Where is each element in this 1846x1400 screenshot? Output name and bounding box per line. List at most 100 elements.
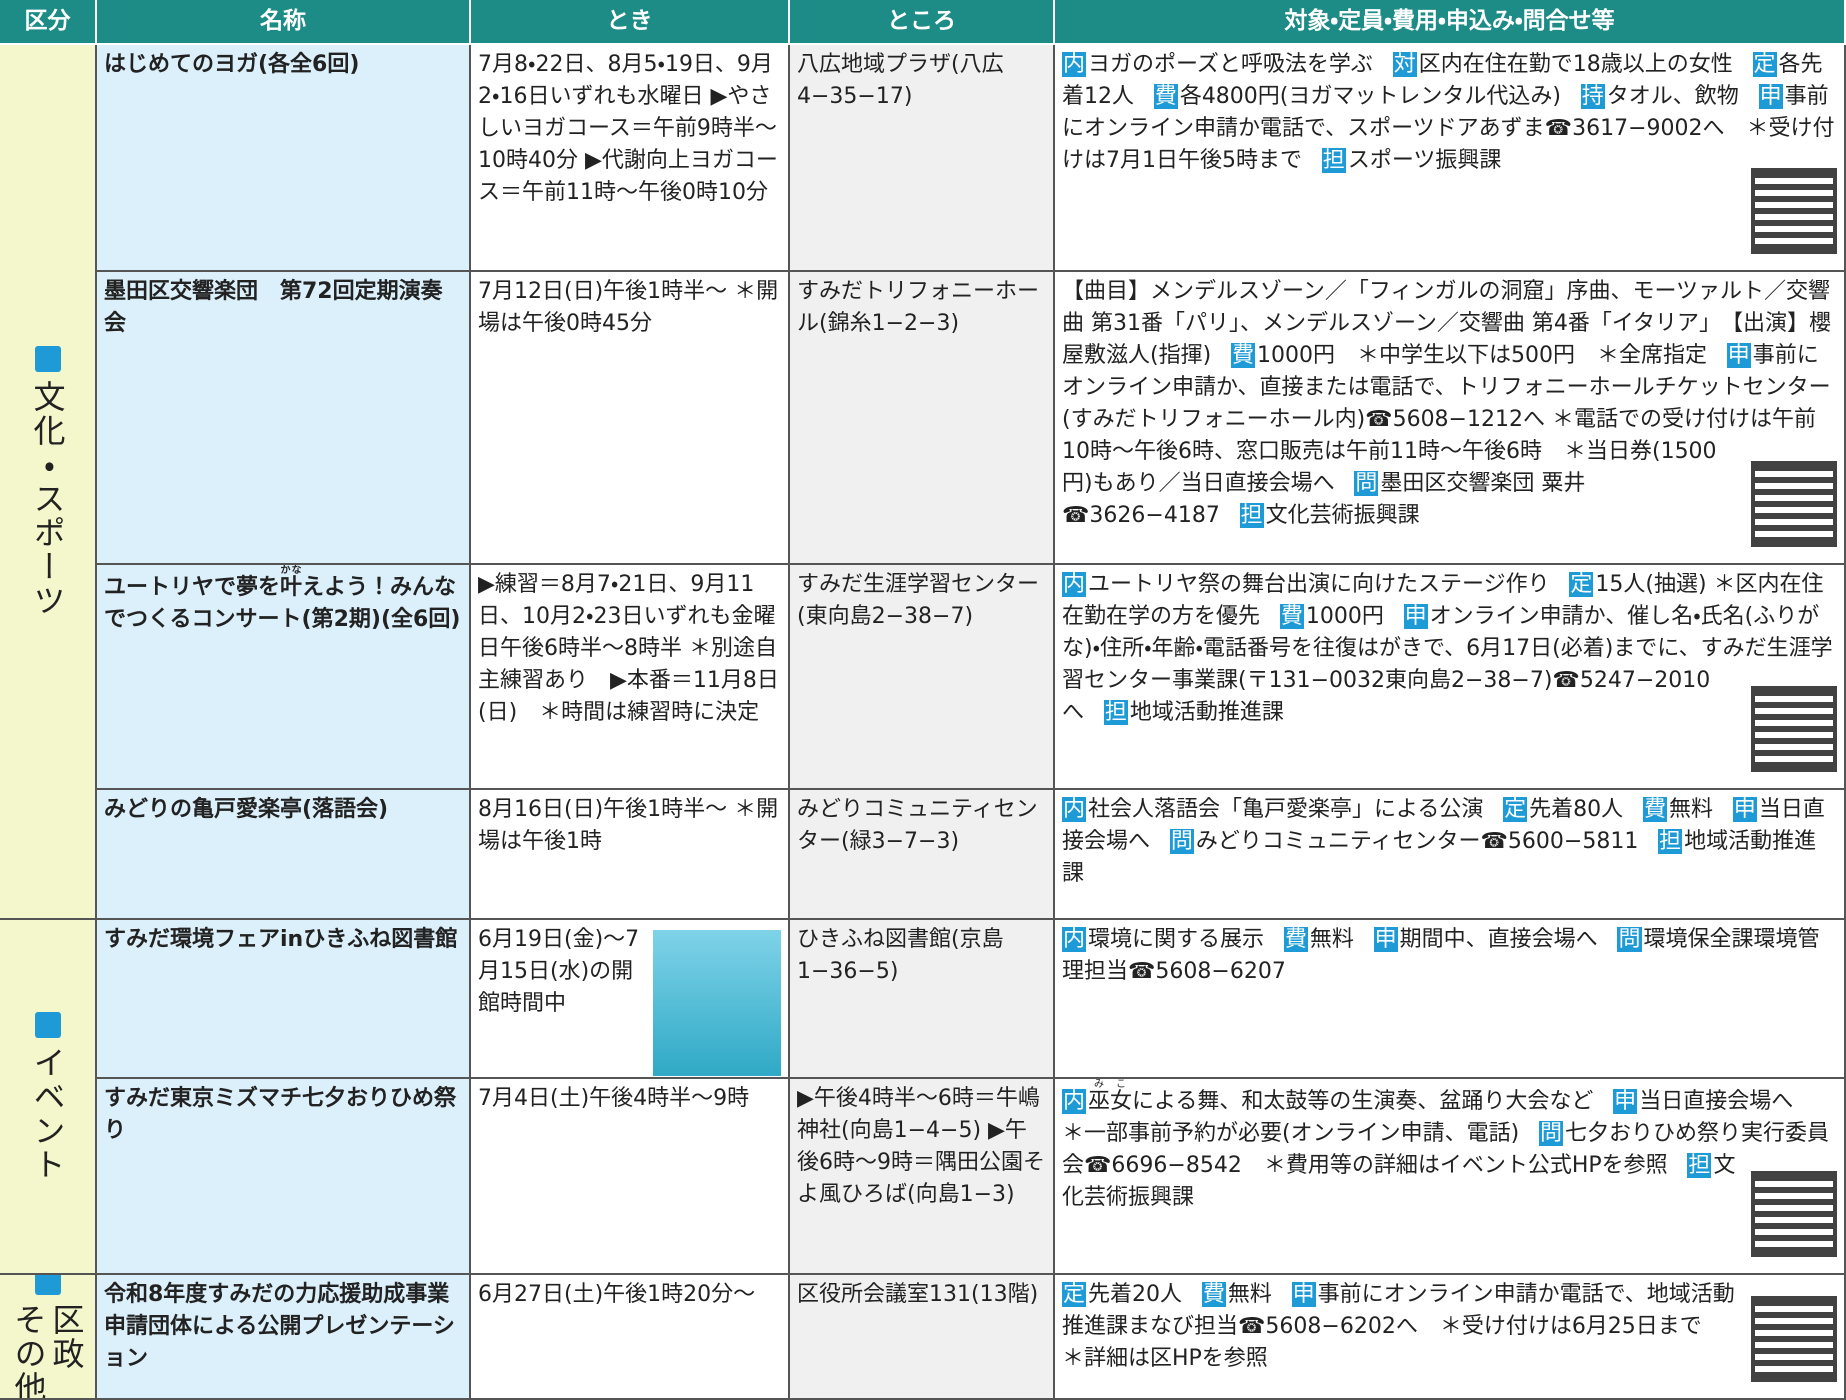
text: 地域活動推進課 — [1129, 700, 1284, 725]
detail-item: 定先着20人 — [1062, 1282, 1182, 1307]
badge: 担 — [1239, 503, 1264, 528]
text: 事前にオンライン申請か電話で、地域活動推進課まなび担当☎5608−6202へ ＊… — [1062, 1282, 1735, 1371]
text: ひきふね図書館(京島1−36−5) — [797, 927, 1004, 984]
header-cell: 名称 — [97, 0, 471, 45]
text: 社会人落語会「亀戸愛楽亭」による公演 — [1088, 797, 1484, 822]
text: すみだトリフォニーホール(錦糸1−2−3) — [797, 279, 1040, 336]
text: ▶練習＝8月7・21日、9月11日、10月2・23日いずれも金曜日午後6時半〜8… — [478, 572, 779, 725]
when-cell: 8月16日(日)午後1時半〜 ＊開場は午後1時 — [471, 790, 790, 920]
ruby-base: 巫女 — [1088, 1089, 1133, 1114]
badge: 対 — [1392, 52, 1417, 77]
detail-item: 費各4800円(ヨガマットレンタル代込み) — [1153, 84, 1561, 109]
text: 墨田区交響楽団 第72回定期演奏会 — [104, 279, 443, 336]
detail-item: 費無料 — [1201, 1282, 1272, 1307]
where-cell: すみだトリフォニーホール(錦糸1−2−3) — [790, 272, 1055, 565]
detail-item: 申当日直接会場へ ＊一部事前予約が必要(オンライン申請、電話) — [1062, 1089, 1815, 1146]
details-cell: 内ヨガのポーズと呼吸法を学ぶ対区内在住在勤で18歳以上の女性定各先着12人費各4… — [1055, 45, 1846, 272]
badge: 内 — [1062, 572, 1087, 597]
text: 1000円 ＊中学生以下は500円 ＊全席指定 — [1256, 343, 1707, 368]
detail-item: 申当日直接会場へ — [1062, 797, 1825, 854]
details-cell: 定先着20人費無料申事前にオンライン申請か電話で、地域活動推進課まなび担当☎56… — [1055, 1275, 1846, 1400]
text: 令和8年度すみだの力応援助成事業申請団体による公開プレゼンテーション — [104, 1282, 455, 1371]
text: すみだ東京ミズマチ七夕おりひめ祭り — [104, 1086, 457, 1143]
detail-item: 内環境に関する展示 — [1062, 927, 1264, 952]
where-cell: ひきふね図書館(京島1−36−5) — [790, 920, 1055, 1079]
when-cell: 6月27日(土)午後1時20分〜 — [471, 1275, 790, 1400]
text: 6月19日(金)〜7月15日(水)の開館時間中 — [478, 927, 640, 1016]
text: 八広地域プラザ(八広4−35−17) — [797, 52, 1004, 109]
text: オンライン申請か、催し名・氏名(ふりがな)・住所・年齢・電話番号を往復はがきで、… — [1062, 604, 1833, 725]
detail-item: 内ヨガのポーズと呼吸法を学ぶ — [1062, 52, 1373, 77]
badge: 内 — [1062, 927, 1087, 952]
badge: 問 — [1617, 927, 1642, 952]
qr-code — [1751, 461, 1837, 547]
section-lines: 文化・スポーツ — [29, 380, 67, 618]
text: 期間中、直接会場へ — [1399, 927, 1598, 952]
where-cell: 八広地域プラザ(八広4−35−17) — [790, 45, 1055, 272]
badge: 定 — [1062, 1282, 1087, 1307]
badge: 内 — [1062, 797, 1087, 822]
section-line: 文化・スポーツ — [28, 379, 67, 618]
header-cell: 区分 — [0, 0, 97, 45]
name-cell: すみだ東京ミズマチ七夕おりひめ祭り — [97, 1079, 471, 1275]
badge: 問 — [1538, 1121, 1563, 1146]
badge: 費 — [1201, 1282, 1226, 1307]
badge: 申 — [1732, 797, 1757, 822]
section-label: 区政 その他 — [9, 1275, 86, 1400]
badge: 費 — [1230, 343, 1255, 368]
section-icon — [34, 1275, 61, 1295]
badge: 持 — [1580, 84, 1605, 109]
text: 先着80人 — [1529, 797, 1624, 822]
badge: 問 — [1169, 829, 1194, 854]
badge: 申 — [1726, 343, 1751, 368]
section-label: イベント — [29, 1011, 67, 1182]
qr-code — [1751, 686, 1837, 772]
badge: 費 — [1642, 797, 1667, 822]
text: 事前にオンライン申請か、直接または電話で、トリフォニーホールチケットセンター(す… — [1062, 343, 1831, 496]
details-cell: 内ユートリヤ祭の舞台出演に向けたステージ作り定 15人(抽選) ＊区内在住在勤在学… — [1055, 565, 1846, 790]
text: はじめてのヨガ(各全6回) — [104, 52, 360, 77]
text: による舞、和太鼓等の生演奏、盆踊り大会など — [1132, 1089, 1594, 1114]
badge: 内 — [1062, 1089, 1087, 1114]
section-icon — [34, 1011, 61, 1038]
badge: 申 — [1758, 84, 1783, 109]
name-cell: 墨田区交響楽団 第72回定期演奏会 — [97, 272, 471, 565]
text: 【曲目】メンデルスゾーン／「フィンガルの洞窟」序曲、モーツァルト／交響曲 第31… — [1062, 279, 1832, 368]
when-cell: ▶練習＝8月7・21日、9月11日、10月2・23日いずれも金曜日午後6時半〜8… — [471, 565, 790, 790]
text: 1000円 — [1305, 604, 1384, 629]
when-cell: 7月12日(日)午後1時半〜 ＊開場は午後0時45分 — [471, 272, 790, 565]
header-cell: とき — [471, 0, 790, 45]
text: 当日直接会場へ ＊一部事前予約が必要(オンライン申請、電話) — [1062, 1089, 1816, 1146]
detail-item: 問みどりコミュニティセンター☎5600−5811 — [1169, 829, 1639, 854]
badge: 定 — [1503, 797, 1528, 822]
detail-item: 持タオル、飲物 — [1580, 84, 1739, 109]
text: 無料 — [1227, 1282, 1272, 1307]
section-line: その他 — [9, 1302, 48, 1400]
text: 先着20人 — [1088, 1282, 1183, 1307]
section-lines: イベント — [29, 1046, 67, 1182]
where-cell: すみだ生涯学習センター(東向島2−38−7) — [790, 565, 1055, 790]
text: 区内在住在勤で18歳以上の女性 — [1418, 52, 1733, 77]
detail-item: 担文化芸術振興課 — [1239, 503, 1420, 528]
text: 七夕おりひめ祭り実行委員会☎6696−8542 ＊費用等の詳細はイベント公式HP… — [1062, 1121, 1829, 1178]
details-cell: 内巫女みこによる舞、和太鼓等の生演奏、盆踊り大会など申当日直接会場へ ＊一部事前… — [1055, 1079, 1846, 1275]
detail-item: 問墨田区交響楽団 粟井☎3626−4187 — [1062, 471, 1585, 528]
qr-code — [1751, 1171, 1837, 1257]
text: みどりコミュニティセンター☎5600−5811 — [1195, 829, 1639, 854]
text: 事前にオンライン申請か電話で、スポーツドアあずま☎3617−9002へ ＊受け付… — [1062, 84, 1835, 173]
qr-code — [1751, 168, 1837, 254]
when-cell: 6月19日(金)〜7月15日(水)の開館時間中 — [471, 920, 790, 1079]
detail-item: 問七夕おりひめ祭り実行委員会☎6696−8542 ＊費用等の詳細はイベント公式H… — [1062, 1121, 1829, 1178]
text: 7月8・22日、8月5・19日、9月2・16日いずれも水曜日 ▶やさしいヨガコー… — [478, 52, 778, 205]
badge: 問 — [1354, 471, 1379, 496]
text: 各先着12人 — [1062, 52, 1823, 109]
section-cell: イベント — [0, 920, 97, 1275]
poster-image — [653, 930, 781, 1076]
text: 7月4日(土)午後4時半〜9時 — [478, 1086, 750, 1111]
ruby-base: 叶 — [280, 575, 303, 600]
name-cell: ユートリヤで夢を叶かなえよう！みんなでつくるコンサート(第2期)(全6回) — [97, 565, 471, 790]
section-line: イベント — [28, 1045, 67, 1182]
badge: 定 — [1752, 52, 1777, 77]
section-cell: 文化・スポーツ — [0, 45, 97, 920]
